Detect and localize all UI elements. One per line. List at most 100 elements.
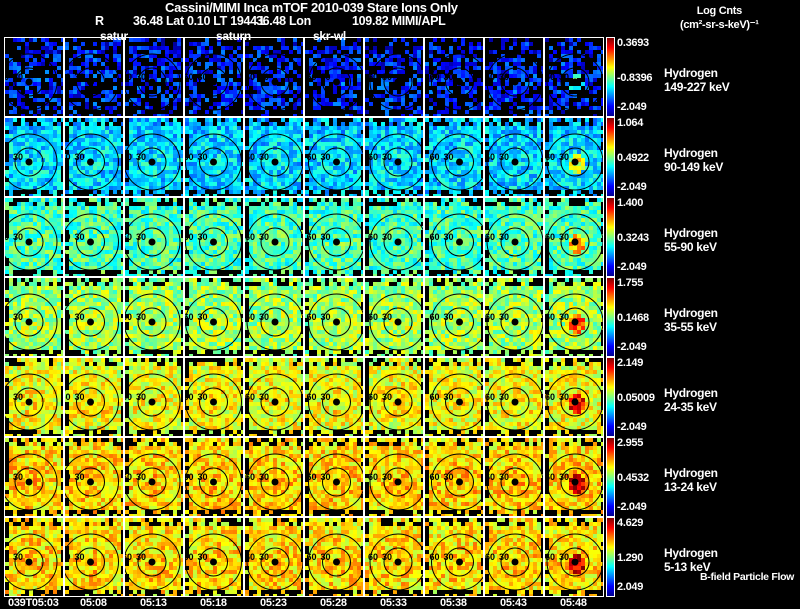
pixel <box>253 178 257 182</box>
pixel <box>273 182 277 186</box>
pixel <box>161 254 165 258</box>
pixel <box>53 130 57 134</box>
pixel <box>405 138 409 142</box>
pixel <box>173 174 177 178</box>
pixel <box>205 146 209 150</box>
pixel <box>277 86 281 90</box>
pixel <box>45 78 49 82</box>
pixel <box>121 222 123 226</box>
pixel <box>145 218 149 222</box>
pixel <box>289 154 293 158</box>
pixel <box>133 98 137 102</box>
pixel <box>217 166 221 170</box>
pixel <box>61 154 63 158</box>
pixel <box>593 90 597 94</box>
pixel <box>13 214 17 218</box>
pixel <box>437 150 441 154</box>
contour-ring <box>76 147 105 177</box>
pixel <box>349 142 353 146</box>
pixel <box>441 86 445 90</box>
pixel <box>157 178 161 182</box>
pixel <box>505 138 509 142</box>
pixel <box>537 118 541 122</box>
pixel <box>337 102 341 106</box>
pixel <box>169 274 173 276</box>
pixel <box>93 226 97 230</box>
pixel <box>437 182 441 186</box>
pixel <box>525 82 529 86</box>
pixel <box>477 130 481 134</box>
pixel <box>129 138 133 142</box>
pixel <box>389 118 393 122</box>
pixel <box>109 110 113 114</box>
pixel <box>109 210 113 214</box>
pixel <box>429 90 433 94</box>
pixel <box>93 218 97 222</box>
pixel <box>285 178 289 182</box>
pixel <box>33 218 37 222</box>
pixel <box>73 214 77 218</box>
pixel <box>369 82 373 86</box>
pixel <box>237 126 241 130</box>
pixel <box>57 102 61 106</box>
pixel <box>165 46 169 50</box>
pixel <box>545 142 549 146</box>
pixel <box>73 122 77 126</box>
pixel <box>173 122 177 126</box>
pixel <box>257 82 261 86</box>
pixel <box>601 150 603 154</box>
pixel <box>469 86 473 90</box>
pixel <box>189 98 193 102</box>
pixel <box>281 138 285 142</box>
pixel <box>389 162 393 166</box>
pixel <box>125 218 129 222</box>
pixel <box>449 162 453 166</box>
pixel <box>465 126 469 130</box>
pixel <box>401 162 405 166</box>
pixel <box>573 58 577 62</box>
pixel <box>473 90 477 94</box>
pixel <box>97 158 101 162</box>
pixel <box>573 74 577 78</box>
pixel <box>153 242 157 246</box>
pixel <box>317 142 321 146</box>
pixel <box>9 274 13 276</box>
pixel <box>145 158 149 162</box>
pixel <box>41 214 45 218</box>
pixel <box>561 138 565 142</box>
pixel <box>553 182 557 186</box>
pixel <box>217 70 221 74</box>
pixel <box>341 86 345 90</box>
pixel <box>173 246 177 250</box>
saturn-marker <box>25 238 33 246</box>
pixel <box>73 46 77 50</box>
pixel <box>97 130 101 134</box>
pixel <box>369 178 373 182</box>
pixel <box>193 250 197 254</box>
pixel <box>93 82 97 86</box>
pixel <box>589 54 593 58</box>
pixel <box>97 214 101 218</box>
pixel <box>377 62 381 66</box>
pixel <box>53 178 57 182</box>
pixel <box>77 166 81 170</box>
pixel <box>525 38 529 42</box>
pixel <box>21 114 25 116</box>
pixel <box>297 122 301 126</box>
pixel <box>177 258 181 262</box>
pixel <box>545 146 549 150</box>
pixel <box>33 198 37 202</box>
pixel <box>517 194 521 196</box>
pixel <box>37 262 41 266</box>
pixel <box>73 198 77 202</box>
pixel <box>109 90 113 94</box>
pixel <box>141 262 145 266</box>
pixel <box>553 130 557 134</box>
pixel <box>33 186 37 190</box>
pixel <box>137 90 141 94</box>
pixel <box>117 94 121 98</box>
pixel <box>573 178 577 182</box>
pixel <box>597 170 601 174</box>
pixel <box>553 86 557 90</box>
